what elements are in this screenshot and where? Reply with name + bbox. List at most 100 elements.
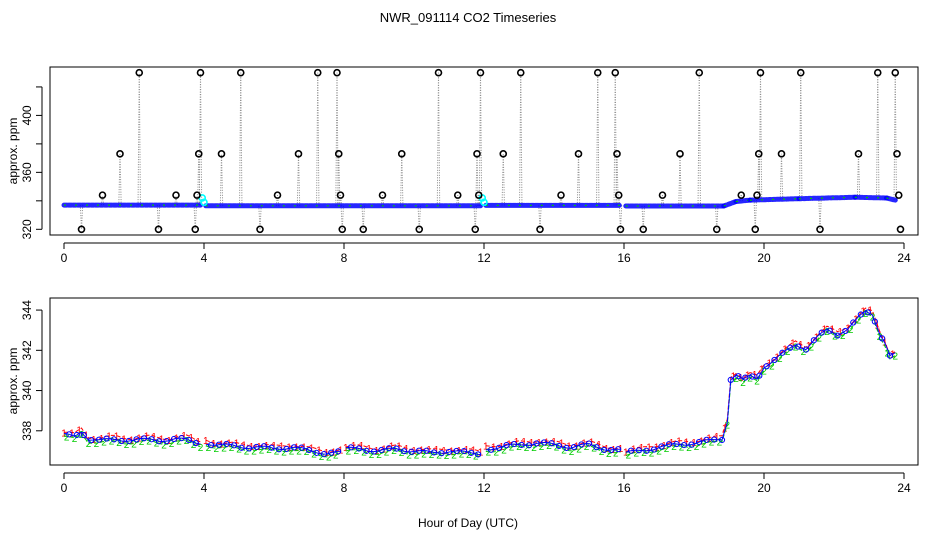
- top-outlier-point: [196, 68, 205, 77]
- bottom-series-2-point: 2: [733, 374, 739, 385]
- top-outlier-link: [614, 72, 617, 206]
- bottom-series-3-point: [871, 318, 878, 325]
- bottom-series-3-point: [253, 443, 260, 451]
- figure-title: NWR_091114 CO2 Timeseries: [380, 10, 557, 25]
- bottom-series-2-point: 2: [259, 445, 265, 456]
- bottom-series-2-point: 2: [459, 450, 465, 461]
- bottom-series-1-point: 1: [366, 444, 372, 455]
- top-x-tick-label: 12: [477, 251, 491, 265]
- bottom-series-2-point: 2: [236, 445, 242, 456]
- bottom-series-1-line: [205, 439, 341, 453]
- bottom-series-3-line: [625, 310, 896, 453]
- top-outlier-link: [336, 72, 339, 206]
- bottom-series-2-point: 2: [244, 447, 250, 458]
- bottom-series-2-point: 2: [198, 443, 204, 454]
- bottom-series-2-line: [485, 444, 621, 454]
- top-outlier-point: [557, 191, 565, 199]
- top-outlier-point: [313, 68, 322, 77]
- top-outlier-point: [116, 150, 124, 158]
- bottom-series-2-point: 2: [221, 443, 227, 454]
- top-outlier-point: [658, 191, 667, 199]
- bottom-series-2-point: 2: [686, 443, 692, 454]
- top-outlier-point: [453, 191, 462, 199]
- bottom-series-2-point: 2: [296, 446, 302, 457]
- top-outlier-point: [816, 225, 824, 234]
- top-outlier-link: [81, 205, 84, 230]
- top-outlier-point: [896, 225, 905, 234]
- top-outlier-link: [660, 195, 663, 207]
- bottom-series-3-point: [178, 434, 185, 442]
- bottom-series-1-point: 1: [114, 432, 120, 443]
- top-outlier-link: [380, 195, 383, 206]
- bottom-series-2-point: 2: [606, 449, 612, 460]
- bottom-series-3-point: [658, 443, 665, 450]
- bottom-series-2-point: 2: [808, 343, 814, 354]
- top-outlier-link: [520, 72, 523, 206]
- bottom-series-1-point: 1: [639, 443, 645, 454]
- top-outlier-point: [359, 225, 368, 234]
- top-outlier-link: [476, 153, 479, 206]
- top-outlier-link: [502, 153, 505, 206]
- top-outlier-link: [317, 72, 320, 206]
- bottom-series-3-point: [593, 444, 600, 451]
- bottom-series-2-point: 2: [613, 449, 619, 460]
- bottom-series-3-point: [563, 444, 570, 452]
- top-outlier-link: [818, 198, 821, 230]
- bottom-series-3-point: [73, 431, 80, 439]
- bottom-series-1-point: 1: [676, 437, 682, 448]
- bottom-series-1-point: 1: [837, 327, 843, 338]
- bottom-x-axis: 0 4 8 12 16 20 24: [61, 472, 911, 495]
- bottom-series-2-point: 2: [64, 432, 70, 443]
- bottom-series-2-point: 2: [892, 352, 898, 363]
- bottom-series-3-point: [842, 327, 849, 335]
- top-outlier-point: [378, 191, 387, 199]
- bottom-series-3-point: [370, 448, 378, 455]
- top-outlier-link: [118, 153, 121, 206]
- top-outlier-link: [298, 153, 301, 206]
- bottom-series-3-point: [810, 337, 817, 344]
- bottom-series-3-point: [857, 311, 864, 318]
- bottom-series-2-point: 2: [444, 451, 450, 462]
- bottom-series-2-point: 2: [176, 437, 182, 448]
- bottom-series-3-point: [238, 444, 245, 451]
- bottom-series-3-point: [615, 446, 622, 453]
- top-outlier-link: [698, 72, 701, 206]
- bottom-series-2-point: 2: [754, 377, 760, 388]
- bottom-series-3-point: [795, 343, 802, 350]
- bottom-series-2-point: 2: [369, 450, 375, 461]
- top-outlier-link: [477, 195, 480, 206]
- bottom-series-2-point: 2: [319, 452, 325, 463]
- bottom-series-2-point: 2: [346, 446, 352, 457]
- top-outlier-link: [175, 195, 178, 206]
- top-outlier-point: [154, 225, 163, 234]
- top-outlier-point: [614, 191, 623, 199]
- bottom-series-2-point: 2: [191, 440, 197, 451]
- bottom-series-2-point: 2: [361, 448, 367, 459]
- bottom-series-2-point: 2: [229, 443, 235, 454]
- bottom-series-3-point: [711, 436, 718, 443]
- bottom-series-3-point: [125, 437, 133, 445]
- bottom-series-2-point: 2: [761, 366, 767, 377]
- bottom-series-2-point: 2: [664, 444, 670, 455]
- bottom-plot-frame: [49, 297, 919, 466]
- bottom-series-2-point: 2: [509, 443, 515, 454]
- bottom-series-3-point: [749, 373, 756, 380]
- top-outlier-link: [438, 72, 441, 206]
- bottom-series-1-point: 1: [874, 320, 880, 331]
- bottom-series-2-point: 2: [391, 446, 397, 457]
- top-outlier-link: [876, 72, 879, 198]
- top-outlier-link: [753, 199, 756, 230]
- bottom-series-3-point: [802, 346, 810, 353]
- bottom-series-2-point: 2: [116, 438, 122, 449]
- bottom-series-3-point: [460, 447, 468, 455]
- top-outlier-point: [756, 68, 765, 77]
- bottom-series-1-point: 1: [759, 364, 765, 375]
- top-baseline-line: [747, 196, 802, 203]
- top-outlier-link: [617, 195, 620, 206]
- bottom-series-2-point: 2: [384, 447, 390, 458]
- bottom-series-2-point: 2: [840, 331, 846, 342]
- bottom-series-3-point: [627, 447, 635, 454]
- top-outlier-link: [382, 195, 385, 206]
- bottom-series-2-point: 2: [289, 447, 295, 458]
